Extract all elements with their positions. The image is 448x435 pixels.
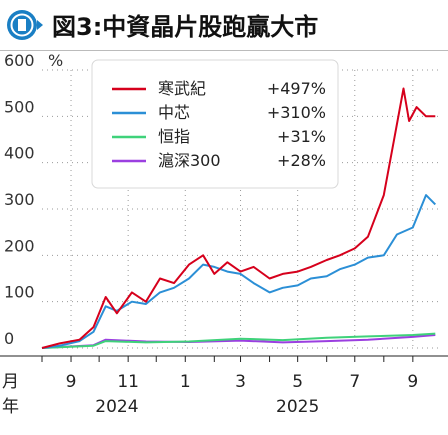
y-tick-label: 100 xyxy=(4,283,35,302)
newspaper-logo-icon xyxy=(7,10,43,40)
x-tick-label: 11 xyxy=(117,372,139,392)
legend-box xyxy=(91,59,339,189)
x-month-row-label: 月 xyxy=(2,372,19,392)
legend-series-change: +310% xyxy=(267,103,326,122)
legend-series-name: 寒武紀 xyxy=(158,79,206,98)
x-tick-label: 9 xyxy=(66,372,77,392)
x-tick-label: 5 xyxy=(292,372,303,392)
y-tick-label: 0 xyxy=(4,329,14,348)
y-tick-label: 600 xyxy=(4,52,35,70)
y-unit-label: % xyxy=(48,52,63,70)
legend-series-change: +28% xyxy=(277,151,326,170)
x-tick-label: 9 xyxy=(407,372,418,392)
x-year-label: 2024 xyxy=(95,397,138,417)
x-year-label: 2025 xyxy=(276,397,319,417)
x-axis: 月 9 11 1 3 5 7 9年 2024 2025 xyxy=(0,355,448,417)
series-line-寒武紀 xyxy=(41,87,436,349)
series-lines xyxy=(41,87,437,349)
x-tick-label: 7 xyxy=(349,372,360,392)
legend-series-change: +31% xyxy=(277,127,326,146)
y-tick-label: 300 xyxy=(4,190,35,209)
series-line-恒指 xyxy=(41,332,436,349)
x-year-row-label: 年 xyxy=(2,397,19,417)
title-divider xyxy=(0,50,448,51)
chart-header: 図3:中資晶片股跑贏大市 xyxy=(0,0,448,52)
x-tick-label: 3 xyxy=(235,372,246,392)
y-tick-label: 400 xyxy=(4,144,35,163)
legend-series-name: 滬深300 xyxy=(158,151,221,170)
legend-series-name: 中芯 xyxy=(158,103,190,122)
y-axis-ticks: 600 % 500 400 300 200 100 0 xyxy=(4,52,63,348)
legend-series-name: 恒指 xyxy=(158,127,190,146)
series-line-滬深300 xyxy=(41,334,436,349)
y-tick-label: 200 xyxy=(4,236,35,255)
legend: 寒武紀 +497% 中芯 +310% 恒指 +31% 滬深300 +28% xyxy=(91,59,339,189)
legend-series-change: +497% xyxy=(267,79,326,98)
chart-title: 図3:中資晶片股跑贏大市 xyxy=(52,13,319,41)
x-tick-label: 1 xyxy=(180,372,191,392)
y-tick-label: 500 xyxy=(4,97,35,116)
series-line-中芯 xyxy=(41,194,437,349)
